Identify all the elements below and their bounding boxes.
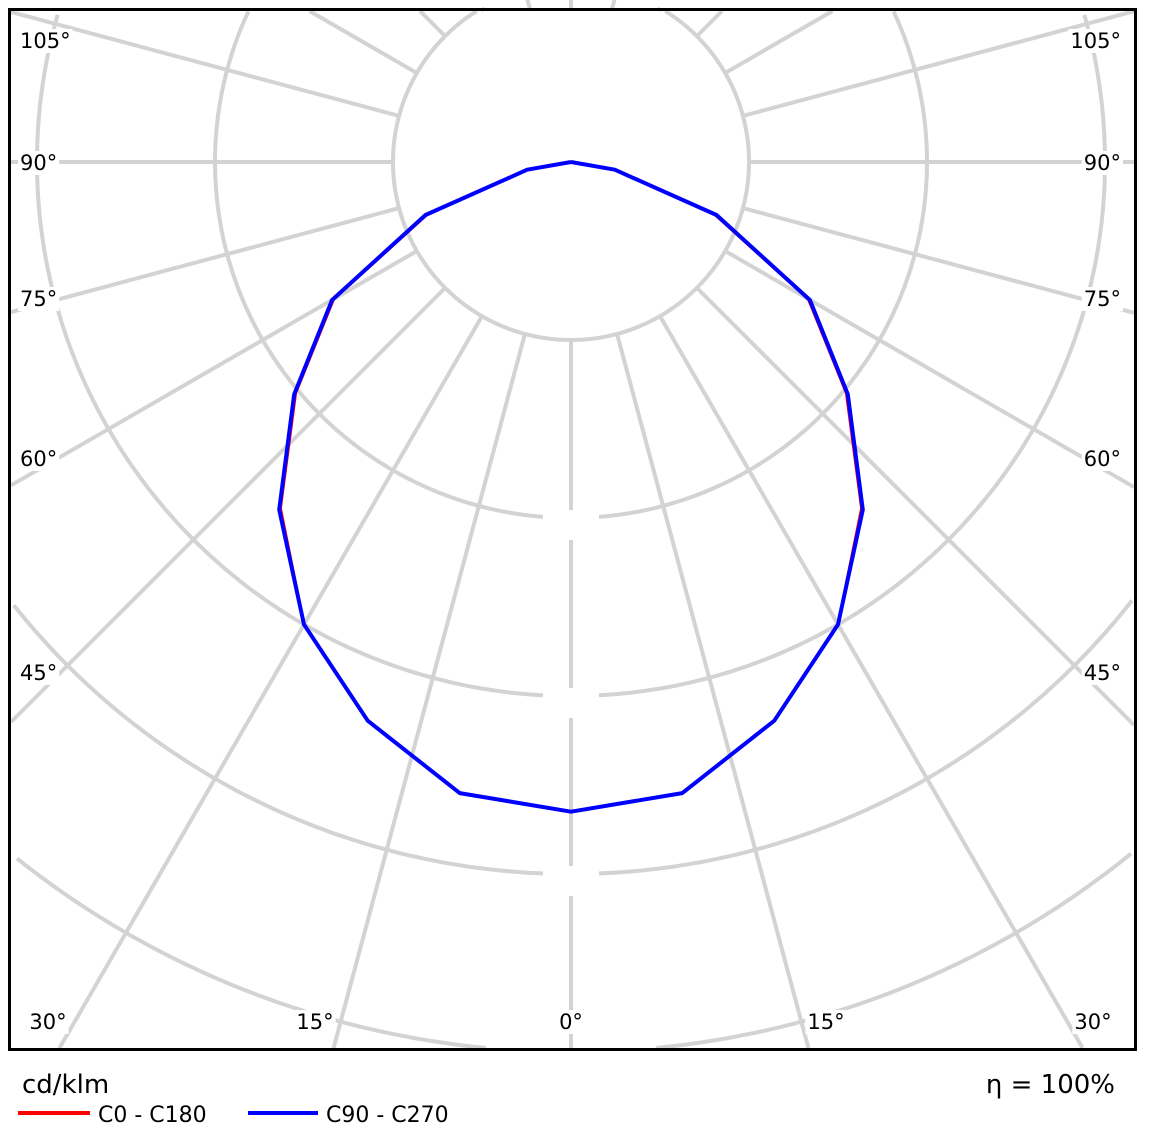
angle-gridline (658, 315, 1085, 1050)
angle-label-bg (805, 1010, 847, 1034)
radial-value-label-gap (543, 866, 599, 896)
angle-gridline (57, 315, 484, 1050)
angle-label-bg (1068, 29, 1123, 53)
angle-label-bg (27, 1010, 69, 1034)
chart-frame (8, 8, 1137, 1051)
angle-label-left: 75° (20, 287, 57, 311)
angle-gridline (695, 286, 1136, 727)
radial-ring (571, 14, 1107, 698)
legend-label-c0-c180: C0 - C180 (98, 1103, 207, 1128)
radial-ring (571, 599, 1134, 876)
radial-ring (35, 14, 571, 698)
angle-gridline (308, 9, 418, 75)
radial-ring (656, 852, 1133, 1050)
angle-gridline (742, 9, 1135, 118)
angle-label-right: 60° (1084, 447, 1121, 471)
radial-ring (15, 856, 486, 1050)
angle-label-bg (18, 151, 60, 175)
angle-label-left: 45° (20, 661, 57, 685)
angle-label-bottom: 0° (559, 1010, 583, 1034)
angle-labels: 105° 90° 75° 60° 45° 105° 90° 75° 60° 45° 30° 15° 0°… (18, 29, 1123, 1034)
angle-label-bg (1072, 1010, 1114, 1034)
angle-gridline (609, 0, 617, 12)
angle-label-bg (18, 447, 60, 471)
angle-label-bg (1081, 151, 1123, 175)
legend-label-c90-c270: C90 - C270 (326, 1103, 449, 1128)
angle-label-right: 45° (1084, 661, 1121, 685)
radial-value-label-gap (543, 510, 599, 540)
angle-gridline (615, 333, 811, 1049)
angle-gridline (10, 10, 400, 118)
angle-gridline (418, 9, 447, 38)
angle-gridline (695, 9, 724, 38)
angle-label-bg (1081, 447, 1123, 471)
polar-grid (9, 0, 1136, 1050)
angle-label-bg (18, 661, 60, 685)
angle-gridline (10, 206, 400, 314)
intensity-curves (277, 160, 865, 814)
angle-gridline (525, 0, 533, 12)
curve-c90-c270 (277, 160, 865, 814)
angle-label-bg (1081, 287, 1123, 311)
angle-label-bottom: 30° (29, 1010, 66, 1034)
angle-label-bg (1081, 661, 1123, 685)
radial-ring (213, 10, 571, 520)
angle-gridline (9, 249, 418, 488)
angle-label-right: 90° (1084, 151, 1121, 175)
angle-gridline (331, 333, 527, 1049)
radial-value-label-gap (543, 688, 599, 718)
angle-label-bottom: 15° (807, 1010, 844, 1034)
angle-label-left: 90° (20, 151, 57, 175)
angle-label-bg (18, 29, 73, 53)
angle-label-bg (18, 287, 60, 311)
radial-ring (571, 10, 929, 520)
radial-ring (571, 9, 751, 342)
angle-label-right: 105° (1070, 29, 1121, 53)
angle-label-bottom: 30° (1074, 1010, 1111, 1034)
angle-gridline (724, 249, 1135, 489)
angle-label-bg (557, 1010, 585, 1034)
angle-gridline (724, 9, 834, 75)
angle-gridline (9, 286, 447, 724)
radial-ring (391, 9, 571, 342)
unit-label: cd/klm (22, 1070, 109, 1100)
angle-label-bg (294, 1010, 336, 1034)
angle-gridline (742, 206, 1135, 315)
angle-label-right: 75° (1084, 287, 1121, 311)
angle-label-left: 60° (20, 447, 57, 471)
efficiency-label: η = 100% (986, 1070, 1115, 1100)
angle-label-bottom: 15° (296, 1010, 333, 1034)
radial-ring (12, 603, 571, 876)
angle-label-left: 105° (20, 29, 71, 53)
